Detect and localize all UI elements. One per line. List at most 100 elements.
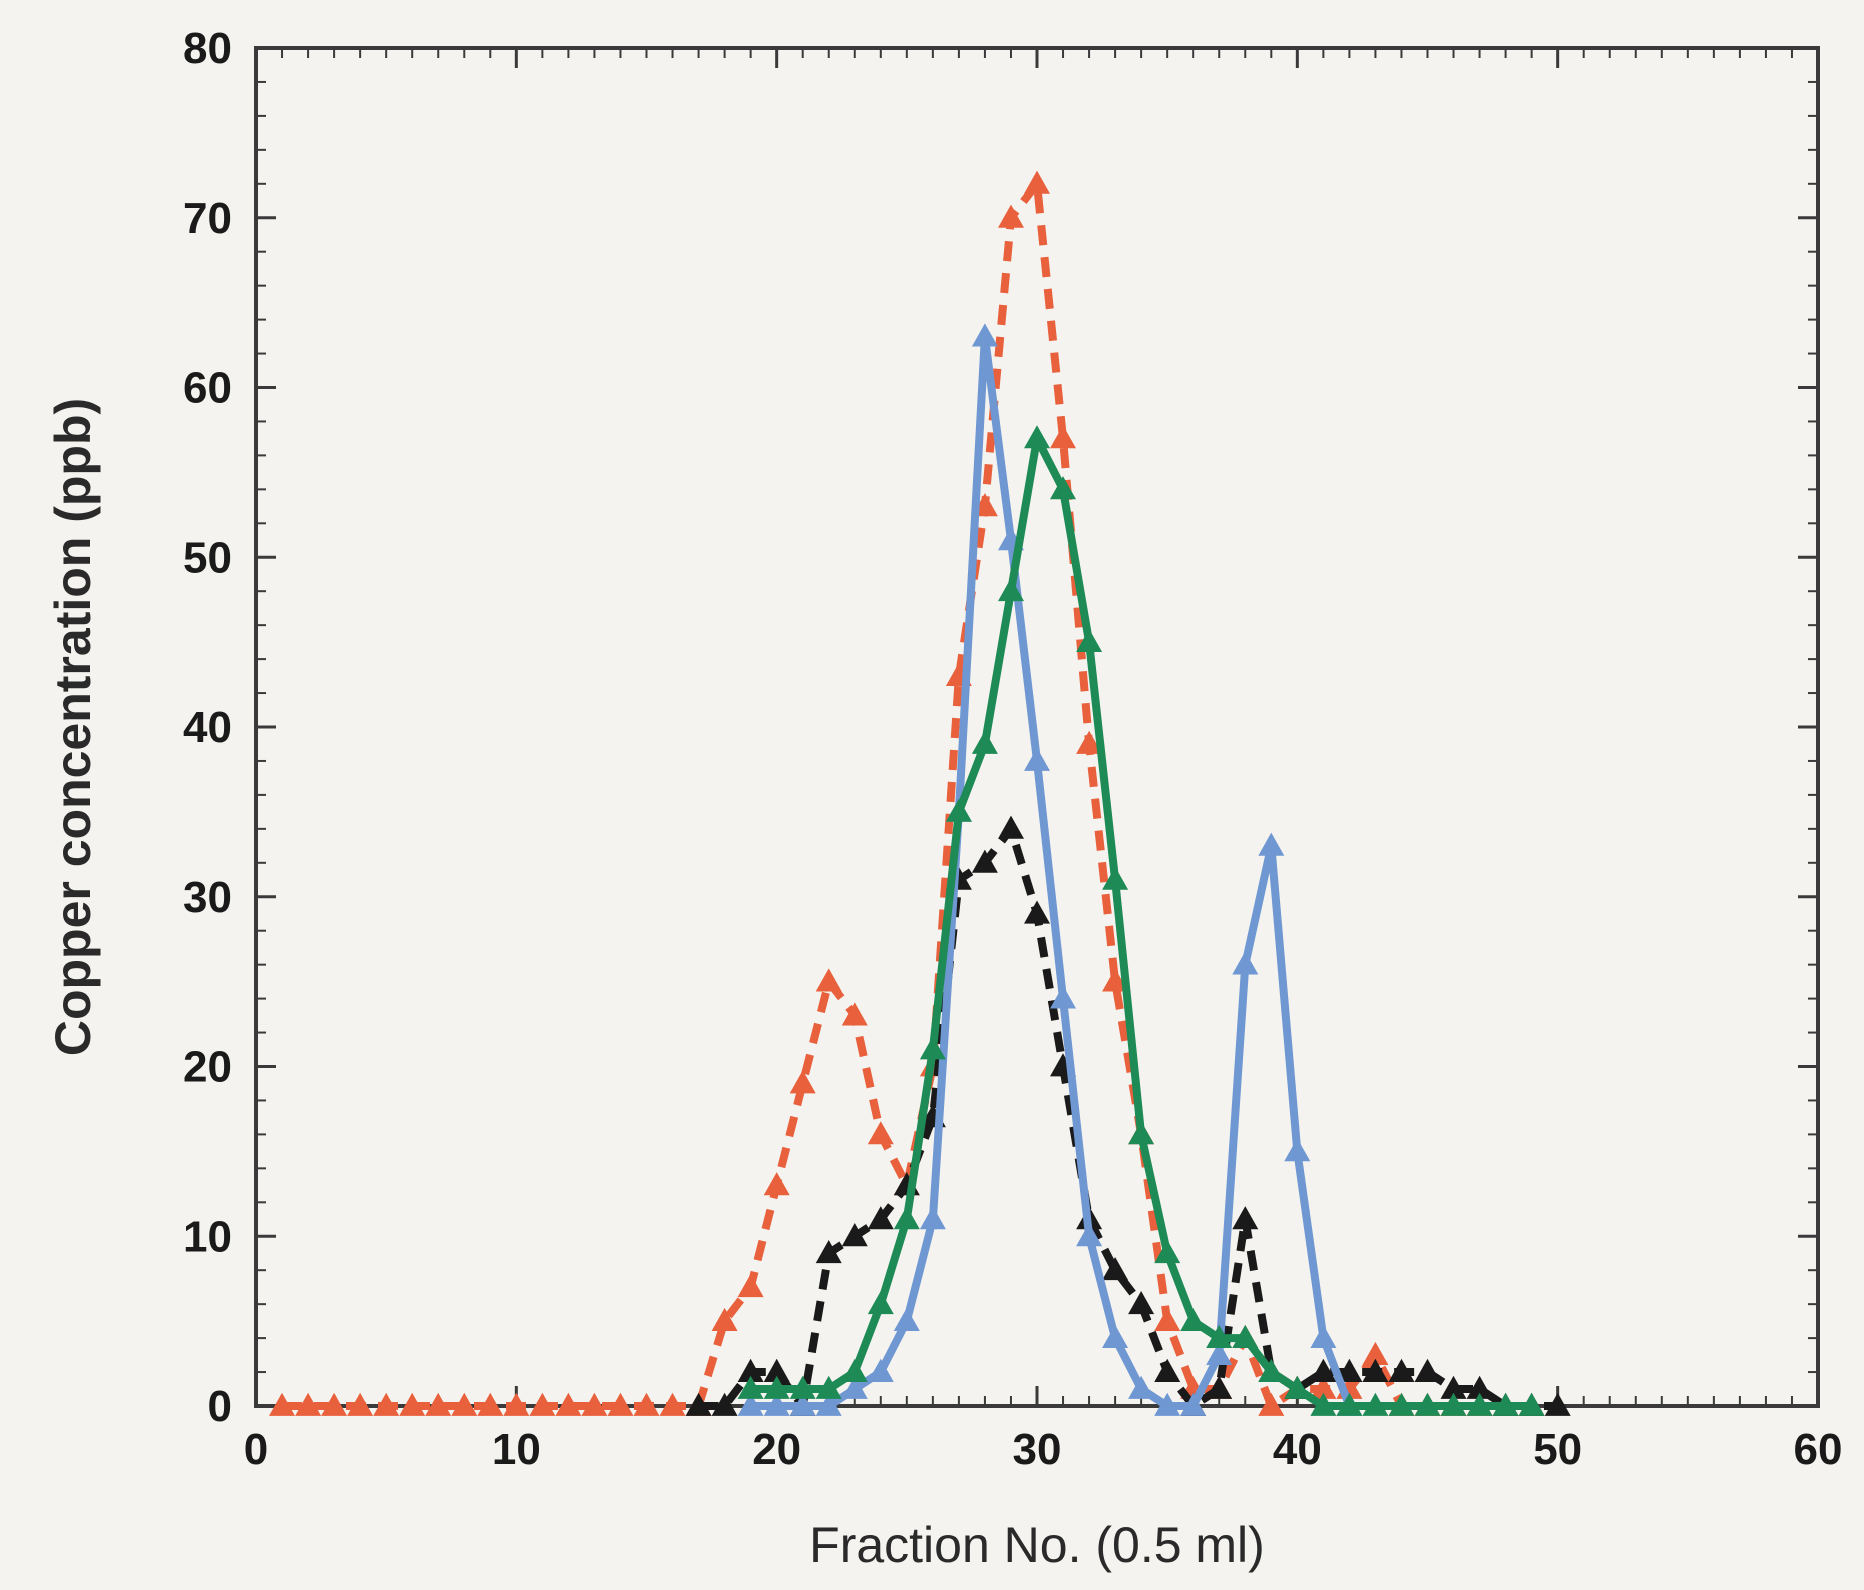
data-point-marker bbox=[477, 1392, 504, 1416]
data-point-marker bbox=[1024, 747, 1050, 771]
data-point-marker bbox=[1206, 1341, 1233, 1365]
x-axis-title: Fraction No. (0.5 ml) bbox=[809, 1517, 1265, 1573]
y-tick-label: 70 bbox=[183, 194, 232, 243]
data-point-marker bbox=[1258, 1358, 1285, 1382]
x-tick-label: 40 bbox=[1273, 1425, 1322, 1474]
data-point-marker bbox=[1284, 1138, 1311, 1162]
data-point-marker bbox=[555, 1392, 582, 1416]
data-point-marker bbox=[1388, 1358, 1415, 1382]
data-point-marker bbox=[1180, 1392, 1207, 1416]
data-point-marker bbox=[763, 1172, 790, 1196]
data-point-marker bbox=[1336, 1358, 1363, 1382]
data-point-marker bbox=[815, 1375, 842, 1399]
series-2 bbox=[685, 815, 1571, 1416]
data-point-marker bbox=[1310, 1392, 1337, 1416]
data-point-marker bbox=[1310, 1358, 1337, 1382]
y-tick-label: 10 bbox=[183, 1212, 232, 1261]
x-tick-label: 10 bbox=[492, 1425, 541, 1474]
y-tick-label: 30 bbox=[183, 873, 232, 922]
data-point-marker bbox=[789, 1375, 816, 1399]
data-point-marker bbox=[347, 1392, 374, 1416]
data-point-marker bbox=[1024, 425, 1050, 449]
y-tick-label: 60 bbox=[183, 364, 232, 413]
x-tick-label: 30 bbox=[1013, 1425, 1062, 1474]
data-point-marker bbox=[971, 849, 998, 873]
series-line bbox=[750, 434, 1532, 1410]
data-point-marker bbox=[1128, 1291, 1155, 1315]
data-point-marker bbox=[1154, 1358, 1181, 1382]
data-point-marker bbox=[998, 815, 1024, 839]
x-tick-label: 0 bbox=[244, 1425, 268, 1474]
data-point-marker bbox=[1206, 1375, 1233, 1399]
data-point-marker bbox=[451, 1392, 478, 1416]
data-point-marker bbox=[1050, 985, 1076, 1009]
data-point-marker bbox=[1102, 1257, 1129, 1281]
data-point-marker bbox=[1310, 1324, 1337, 1348]
data-point-marker bbox=[737, 1375, 764, 1399]
data-point-marker bbox=[945, 798, 972, 822]
data-point-marker bbox=[1102, 968, 1129, 992]
data-point-marker bbox=[737, 1358, 764, 1382]
data-point-marker bbox=[763, 1358, 790, 1382]
data-point-marker bbox=[1544, 1392, 1571, 1416]
data-point-marker bbox=[425, 1392, 452, 1416]
data-point-marker bbox=[815, 1392, 842, 1416]
data-point-marker bbox=[1076, 1223, 1103, 1247]
data-point-marker bbox=[1492, 1392, 1519, 1416]
series-line bbox=[698, 824, 1558, 1410]
data-point-marker bbox=[1102, 1324, 1129, 1348]
data-point-marker bbox=[867, 1121, 894, 1145]
y-tick-label: 50 bbox=[183, 533, 232, 582]
data-point-marker bbox=[711, 1392, 738, 1416]
data-point-marker bbox=[1128, 1121, 1155, 1145]
data-point-marker bbox=[581, 1392, 608, 1416]
y-tick-label: 0 bbox=[208, 1382, 232, 1431]
y-axis-title: Copper concentration (ppb) bbox=[45, 398, 101, 1056]
data-point-marker bbox=[893, 1206, 920, 1230]
data-point-marker bbox=[737, 1392, 764, 1416]
data-point-marker bbox=[919, 1036, 946, 1060]
data-point-marker bbox=[1128, 1375, 1155, 1399]
data-point-marker bbox=[867, 1291, 894, 1315]
data-point-marker bbox=[971, 730, 998, 754]
data-point-marker bbox=[1050, 476, 1076, 500]
data-point-marker bbox=[685, 1392, 712, 1416]
data-point-marker bbox=[659, 1392, 686, 1416]
data-point-marker bbox=[1414, 1358, 1441, 1382]
data-point-marker bbox=[1362, 1358, 1389, 1382]
series-3 bbox=[737, 323, 1363, 1416]
data-point-marker bbox=[893, 1307, 920, 1331]
data-point-marker bbox=[841, 1375, 868, 1399]
series-group bbox=[269, 170, 1571, 1416]
data-point-marker bbox=[1154, 1307, 1181, 1331]
data-point-marker bbox=[789, 1392, 816, 1416]
data-point-marker bbox=[633, 1392, 660, 1416]
data-point-marker bbox=[503, 1392, 530, 1416]
data-point-marker bbox=[763, 1392, 790, 1416]
data-point-marker bbox=[1466, 1392, 1493, 1416]
data-point-marker bbox=[841, 1223, 868, 1247]
data-point-marker bbox=[1180, 1307, 1207, 1331]
data-point-marker bbox=[815, 1240, 842, 1264]
data-point-marker bbox=[998, 204, 1024, 228]
y-tick-label: 20 bbox=[183, 1043, 232, 1092]
data-point-marker bbox=[1362, 1392, 1389, 1416]
data-point-marker bbox=[269, 1392, 295, 1416]
data-point-marker bbox=[1102, 866, 1129, 890]
data-point-marker bbox=[763, 1375, 790, 1399]
data-point-marker bbox=[711, 1307, 738, 1331]
data-point-marker bbox=[1232, 951, 1259, 975]
x-tick-label: 20 bbox=[752, 1425, 801, 1474]
data-point-marker bbox=[1258, 832, 1285, 856]
data-point-marker bbox=[998, 578, 1024, 602]
data-point-marker bbox=[971, 323, 998, 347]
data-point-marker bbox=[529, 1392, 556, 1416]
data-point-marker bbox=[607, 1392, 634, 1416]
data-point-marker bbox=[815, 968, 842, 992]
data-point-marker bbox=[1076, 730, 1103, 754]
data-point-marker bbox=[399, 1392, 426, 1416]
data-point-marker bbox=[919, 1206, 946, 1230]
data-point-marker bbox=[1440, 1392, 1467, 1416]
data-point-marker bbox=[1336, 1392, 1363, 1416]
